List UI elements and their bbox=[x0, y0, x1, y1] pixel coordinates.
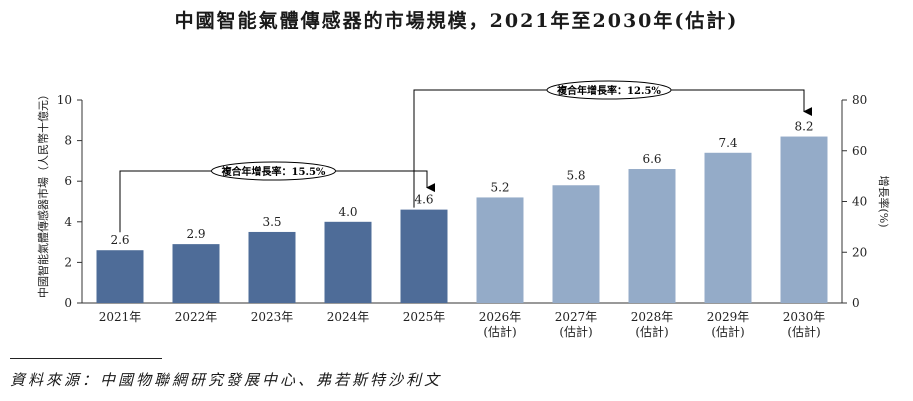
source-divider bbox=[10, 358, 162, 359]
x-tick-label: 2028年(估計) bbox=[631, 310, 674, 339]
x-tick-label-line: 2029年 bbox=[707, 310, 750, 324]
axes: 0 2 4 6 8 10 0 20 40 60 80 中國智能氣體傳感器市場（人民幣十億元） 增長率(%… bbox=[36, 89, 891, 310]
x-tick-label: 2021年 bbox=[99, 310, 142, 324]
y2-tick-label: 20 bbox=[852, 245, 867, 259]
x-tick-label-line: (估計) bbox=[559, 324, 592, 339]
bar-value-label: 6.6 bbox=[642, 152, 661, 166]
x-tick-label: 2027年(估計) bbox=[555, 310, 598, 339]
bar-value-label: 3.5 bbox=[262, 215, 281, 229]
y-axis-title: 中國智能氣體傳感器市場（人民幣十億元） bbox=[36, 89, 50, 298]
x-tick-label-line: (估計) bbox=[787, 324, 820, 339]
cagr-annotations: 複合年增長率：15.5% 複合年增長率：12.5% bbox=[119, 80, 813, 233]
bar-value-label: 5.2 bbox=[490, 180, 509, 194]
x-tick-label-line: 2027年 bbox=[555, 310, 598, 324]
y-tick-label: 10 bbox=[57, 93, 72, 107]
y-tick-label: 2 bbox=[64, 255, 72, 269]
bar-value-label: 2.9 bbox=[186, 227, 205, 241]
x-tick-label-line: 2024年 bbox=[327, 310, 370, 324]
cagr-label: 複合年增長率：15.5% bbox=[221, 165, 326, 178]
x-tick-label-line: (估計) bbox=[635, 324, 668, 339]
cagr-callout bbox=[546, 80, 672, 100]
x-tick-label-line: (估計) bbox=[483, 324, 516, 339]
bars bbox=[96, 136, 828, 303]
x-tick-label: 2022年 bbox=[175, 310, 218, 324]
source-note: 資料來源：中國物聯網研究發展中心、弗若斯特沙利文 bbox=[10, 371, 443, 389]
chart-title: 中國智能氣體傳感器的市場規模，2021年至2030年(估計) bbox=[174, 10, 739, 32]
x-tick-label: 2024年 bbox=[327, 310, 370, 324]
y-tick-label: 4 bbox=[64, 215, 72, 229]
x-tick-label-line: 2028年 bbox=[631, 310, 674, 324]
bar-value-label: 8.2 bbox=[794, 120, 813, 134]
bar bbox=[552, 185, 600, 303]
y-tick-label: 8 bbox=[64, 134, 72, 148]
data-labels: 2.6 2.9 3.5 4.0 4.6 5.2 5.8 6.6 7.4 8.2 bbox=[110, 120, 813, 248]
bar-value-label: 7.4 bbox=[718, 136, 737, 150]
bar-value-label: 4.0 bbox=[338, 205, 357, 219]
bar bbox=[476, 197, 524, 303]
bar-value-label: 5.8 bbox=[566, 168, 585, 182]
x-tick-label-line: 2022年 bbox=[175, 310, 218, 324]
y2-tick-label: 0 bbox=[852, 296, 860, 310]
bar bbox=[324, 221, 372, 303]
x-tick-label-line: 2023年 bbox=[251, 310, 294, 324]
bar bbox=[172, 244, 220, 303]
x-tick-label-line: 2025年 bbox=[403, 310, 446, 324]
bar bbox=[628, 169, 676, 303]
cagr-callout bbox=[211, 161, 336, 181]
y-tick-label: 0 bbox=[64, 296, 72, 310]
y2-tick-label: 80 bbox=[852, 93, 867, 107]
x-tick-label-line: 2030年 bbox=[783, 310, 826, 324]
y2-axis-title: 增長率(%) bbox=[877, 175, 891, 227]
bar-value-label: 4.6 bbox=[414, 193, 433, 207]
y2-tick-label: 40 bbox=[852, 195, 867, 209]
x-tick-label: 2025年 bbox=[403, 310, 446, 324]
x-tick-label-line: 2026年 bbox=[479, 310, 522, 324]
x-tick-label-line: 2021年 bbox=[99, 310, 142, 324]
x-tick-label: 2030年(估計) bbox=[783, 310, 826, 339]
y-tick-label: 6 bbox=[64, 174, 72, 188]
bar bbox=[704, 152, 752, 303]
bar-value-label: 2.6 bbox=[110, 233, 129, 247]
x-tick-label-line: (估計) bbox=[711, 324, 744, 339]
x-tick-label: 2029年(估計) bbox=[707, 310, 750, 339]
x-tick-labels: 2021年 2022年 2023年 2024年 2025年 2026年(估計)2027年(… bbox=[99, 310, 826, 339]
bar bbox=[96, 250, 144, 303]
bar bbox=[400, 209, 448, 303]
x-tick-label: 2026年(估計) bbox=[479, 310, 522, 339]
cagr-label: 複合年增長率：12.5% bbox=[556, 84, 661, 97]
bar bbox=[248, 231, 296, 303]
x-tick-label: 2023年 bbox=[251, 310, 294, 324]
y2-tick-label: 60 bbox=[852, 144, 867, 158]
bar bbox=[780, 136, 828, 303]
